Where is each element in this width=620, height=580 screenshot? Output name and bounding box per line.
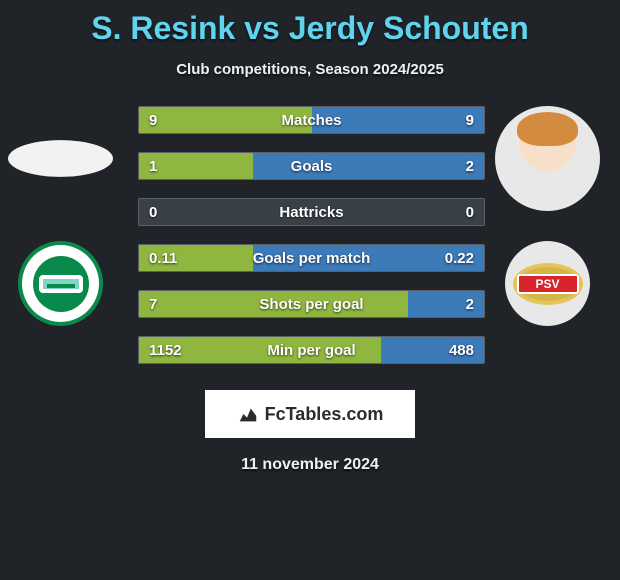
- stat-value-right: 2: [456, 153, 484, 179]
- stat-value-right: 488: [439, 337, 484, 363]
- stat-row: Goals per match0.11 0.22: [138, 244, 485, 272]
- stat-value-right: 0.22: [435, 245, 484, 271]
- date-text: 11 november 2024: [0, 456, 620, 474]
- stat-value-right: 9: [456, 107, 484, 133]
- stat-row: Min per goal1152488: [138, 336, 485, 364]
- stat-label: Goals per match: [139, 245, 484, 271]
- stat-value-left: 7: [139, 291, 167, 317]
- stat-value-left: 0.11: [139, 245, 187, 271]
- stat-row: Goals1 2: [138, 152, 485, 180]
- fctables-logo-icon: [237, 403, 259, 425]
- branding-text: FcTables.com: [265, 404, 384, 425]
- comparison-content: PSV Matches9 9 Goals1 2 Hattricks0 0 Goals per…: [0, 106, 620, 366]
- stat-value-left: 1152: [139, 337, 192, 363]
- right-player-column: PSV: [495, 106, 600, 326]
- club-logo-right-inner: PSV: [513, 263, 583, 305]
- stat-label: Hattricks: [139, 199, 484, 225]
- stat-value-left: 9: [139, 107, 167, 133]
- subtitle: Club competitions, Season 2024/2025: [0, 61, 620, 78]
- left-player-column: [8, 106, 113, 326]
- stat-row: Hattricks0 0: [138, 198, 485, 226]
- stat-value-right: 0: [456, 199, 484, 225]
- stat-value-right: 2: [456, 291, 484, 317]
- club-logo-left-inner: [33, 256, 89, 312]
- club-logo-left-stripe: [39, 275, 83, 293]
- player-avatar-right: [495, 106, 600, 211]
- stat-bars: Matches9 9 Goals1 2 Hattricks0 0 Goals per mat…: [138, 106, 485, 364]
- stat-label: Matches: [139, 107, 484, 133]
- stat-row: Shots per goal7 2: [138, 290, 485, 318]
- player-avatar-left: [8, 140, 113, 177]
- club-logo-right: PSV: [505, 241, 590, 326]
- stat-label: Goals: [139, 153, 484, 179]
- stat-value-left: 1: [139, 153, 167, 179]
- stat-row: Matches9 9: [138, 106, 485, 134]
- stat-label: Shots per goal: [139, 291, 484, 317]
- club-logo-left: [18, 241, 103, 326]
- stat-value-left: 0: [139, 199, 167, 225]
- club-logo-right-text: PSV: [517, 274, 579, 294]
- branding-box[interactable]: FcTables.com: [205, 390, 415, 438]
- page-title: S. Resink vs Jerdy Schouten: [0, 0, 620, 47]
